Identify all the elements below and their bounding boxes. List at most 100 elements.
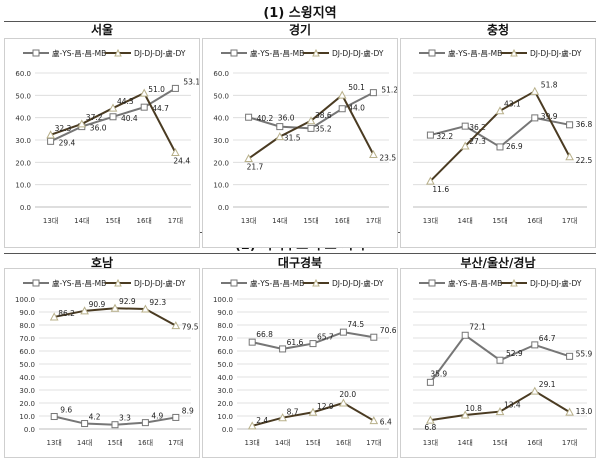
x-tick-label: 14대: [275, 439, 290, 447]
data-point-series-2: [308, 407, 318, 416]
data-label-series-2: 21.7: [247, 163, 264, 172]
data-label-series-2: 29.1: [539, 380, 556, 389]
y-tick-label: 80.0: [217, 322, 233, 330]
x-tick-label: 15대: [107, 439, 122, 447]
data-label-series-1: 26.9: [506, 142, 523, 151]
data-label-series-1: 35.2: [315, 124, 332, 133]
y-tick-label: 60.0: [15, 70, 31, 78]
chart-title-busan: 부산/울산/경남: [460, 256, 536, 270]
x-tick-label: 17대: [168, 439, 183, 447]
data-point-series-1: [531, 341, 539, 349]
legend-marker-series-2: [312, 48, 320, 57]
data-label-series-2: 13.4: [504, 401, 521, 410]
y-tick-label: 80.0: [19, 322, 35, 330]
data-point-series-1: [339, 328, 347, 336]
data-point-series-2: [278, 413, 287, 422]
legend-label-series-1: 盧-YS-昌-昌-MB: [250, 278, 304, 288]
data-label-series-2: 37.2: [86, 113, 103, 122]
chart-title-gyeonggi: 경기: [288, 23, 312, 37]
data-point-series-1: [461, 122, 469, 130]
data-label-series-1: 36.0: [90, 124, 107, 133]
y-tick-label: 20.0: [213, 159, 229, 167]
data-label-series-1: 70.6: [380, 326, 397, 335]
chart-panel-busan: 盧-YS-昌-昌-MB DJ-DJ-DJ-盧-DY 13대 14대 15대 16대 17대 3…: [400, 268, 596, 458]
data-point-series-1: [140, 103, 148, 111]
data-label-series-1: 4.2: [89, 413, 101, 422]
y-tick-label: 10.0: [15, 182, 31, 190]
legend: 盧-YS-昌-昌-MB DJ-DJ-DJ-盧-DY: [419, 278, 582, 288]
data-point-series-1: [370, 333, 378, 341]
legend-marker-series-2: [510, 278, 518, 287]
y-tick-label: 0.0: [218, 204, 229, 212]
y-tick-label: 100.0: [213, 296, 233, 304]
y-tick-label: 40.0: [213, 115, 229, 123]
data-point-series-2: [369, 416, 379, 425]
x-tick-label: 16대: [527, 217, 542, 225]
data-point-series-1: [248, 338, 256, 346]
data-label-series-2: 44.3: [117, 97, 134, 106]
y-tick-label: 10.0: [213, 182, 229, 190]
y-tick-label: 50.0: [15, 92, 31, 100]
data-point-series-2: [530, 386, 540, 395]
data-point-series-1: [369, 89, 377, 97]
chart-panel-chungcheong: 盧-YS-昌-昌-MB DJ-DJ-DJ-盧-DY 13대 14대 15대 16대 17대 3…: [400, 38, 596, 248]
data-label-series-2: 92.3: [149, 298, 166, 307]
data-point-series-2: [139, 88, 149, 97]
chart-panel-daegu: 盧-YS-昌-昌-MB DJ-DJ-DJ-盧-DY 0.0 10.0 20.0 30.0 4…: [202, 268, 398, 458]
x-tick-label: 15대: [303, 217, 318, 225]
data-label-series-2: 2.4: [256, 416, 268, 425]
x-tick-label: 13대: [47, 439, 62, 447]
data-label-series-2: 6.8: [424, 423, 436, 432]
data-point-series-2: [565, 407, 574, 416]
data-point-series-1: [172, 413, 180, 421]
x-tick-label: 14대: [458, 217, 473, 225]
data-label-series-1: 74.5: [347, 320, 364, 329]
y-tick-label: 90.0: [217, 309, 233, 317]
legend-marker-series-2: [510, 48, 518, 57]
data-point-series-2: [426, 176, 435, 185]
x-tick-label: 14대: [77, 439, 92, 447]
data-label-series-1: 4.9: [151, 412, 163, 421]
y-tick-label: 20.0: [217, 400, 233, 408]
data-point-series-1: [111, 421, 119, 429]
x-tick-label: 14대: [458, 439, 473, 447]
y-tick-label: 30.0: [217, 387, 233, 395]
data-label-series-2: 43.1: [504, 100, 521, 109]
data-label-series-2: 22.5: [576, 156, 593, 165]
chart-title-seoul: 서울: [90, 23, 114, 37]
y-tick-label: 40.0: [15, 115, 31, 123]
x-tick-label: 16대: [336, 439, 351, 447]
data-label-series-2: 31.5: [284, 134, 301, 143]
data-label-series-2: 23.5: [379, 154, 396, 163]
data-point-series-1: [50, 413, 58, 421]
chart-panel-gyeonggi: 盧-YS-昌-昌-MB DJ-DJ-DJ-盧-DY 0.0 10.0 20.0 30.0 4…: [202, 38, 398, 248]
legend: 盧-YS-昌-昌-MB DJ-DJ-DJ-盧-DY: [23, 278, 186, 288]
data-point-series-1: [171, 84, 179, 92]
legend: 盧-YS-昌-昌-MB DJ-DJ-DJ-盧-DY: [221, 278, 384, 288]
data-label-series-2: 27.3: [469, 137, 486, 146]
data-point-series-1: [496, 356, 504, 364]
data-point-series-1: [426, 378, 434, 386]
data-label-series-2: 12.9: [317, 402, 334, 411]
legend-marker-series-1: [230, 279, 238, 287]
legend-marker-series-1: [32, 279, 40, 287]
x-tick-label: 15대: [105, 217, 120, 225]
data-point-series-1: [461, 331, 469, 339]
y-tick-label: 20.0: [19, 400, 35, 408]
x-tick-label: 16대: [335, 217, 350, 225]
data-point-series-2: [495, 106, 505, 115]
data-label-series-2: 20.0: [339, 390, 356, 399]
x-tick-label: 13대: [423, 217, 438, 225]
legend-label-series-1: 盧-YS-昌-昌-MB: [52, 48, 106, 58]
y-tick-label: 60.0: [19, 348, 35, 356]
data-label-series-1: 8.9: [182, 406, 194, 415]
data-label-series-2: 79.5: [182, 323, 199, 332]
y-tick-label: 0.0: [222, 426, 233, 434]
legend-label-series-2: DJ-DJ-DJ-盧-DY: [530, 278, 582, 288]
data-label-series-2: 51.8: [541, 80, 558, 89]
section-divider: [4, 21, 596, 22]
data-label-series-2: 50.1: [348, 83, 365, 92]
x-tick-label: 13대: [423, 439, 438, 447]
data-point-series-2: [426, 415, 435, 424]
legend-label-series-1: 盧-YS-昌-昌-MB: [52, 278, 106, 288]
